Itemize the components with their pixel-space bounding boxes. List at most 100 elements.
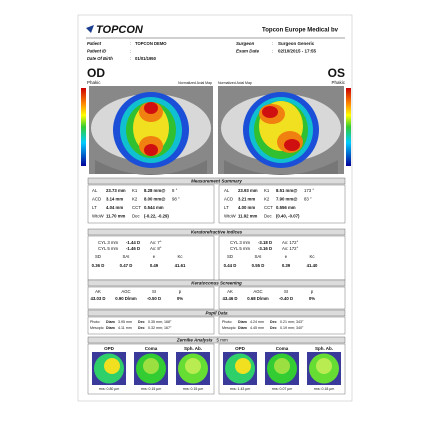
measure: 11.92 mm <box>238 214 258 219</box>
left-box <box>87 286 215 310</box>
index-value: 41.61 <box>175 263 186 268</box>
zernike-head: OPD <box>104 346 115 351</box>
section-header <box>87 336 346 344</box>
pupil: Mesopic: <box>222 326 236 330</box>
zernike-size: 5 mm <box>217 337 229 342</box>
section-title: Zernike Analysis <box>176 337 213 342</box>
measure: 23.73 mm <box>106 188 126 193</box>
measure: 173 ° <box>304 188 314 193</box>
index-value: 0.47 D <box>120 263 133 268</box>
measure: ACD <box>92 197 101 202</box>
zernike-map <box>235 358 251 374</box>
cyl: Ax: 172° <box>282 240 299 245</box>
index-head: Kc <box>309 254 315 259</box>
pupil: Dec <box>270 326 277 330</box>
index-head: e <box>153 254 156 259</box>
pupil: Photo: <box>90 320 100 324</box>
label: Patient ID <box>87 49 106 54</box>
screen-value: 0% <box>309 296 315 301</box>
cyl: -1.46 D <box>126 246 140 251</box>
measure: 8.28 mm@ <box>144 188 165 193</box>
screen-value: 43.03 D <box>90 296 105 301</box>
right-box <box>218 343 346 395</box>
section-title: Measurement Summary <box>191 178 242 183</box>
screen-head: AK <box>95 289 101 294</box>
zernike-head: Sph. Ab. <box>184 346 202 351</box>
label: : <box>272 41 273 46</box>
pupil: Diam <box>106 320 115 324</box>
measure: 11.70 mm <box>106 214 126 219</box>
pupil: Dec <box>138 326 145 330</box>
pupil: Photo: <box>222 320 232 324</box>
index-head: SD <box>227 254 233 259</box>
cyl: CYL 3 mm <box>230 240 251 245</box>
measure: Dec <box>132 214 140 219</box>
lens: Phakic <box>331 80 345 85</box>
measure: K2 <box>264 197 270 202</box>
index-value: 0.49 <box>150 263 159 268</box>
measure: AL <box>224 188 230 193</box>
pupil: 0.32 mm; 167° <box>148 326 172 330</box>
cyl: -1.44 D <box>126 240 140 245</box>
left-box <box>87 316 215 335</box>
measure: 4.00 mm <box>238 205 255 210</box>
cyl: CYL 5 mm <box>230 246 251 251</box>
right-box <box>218 316 346 335</box>
screen-value: -0.50 D <box>147 296 161 301</box>
zernike-map <box>104 358 120 374</box>
section-header <box>87 177 346 185</box>
label: Exam Date <box>236 49 260 54</box>
label: : <box>130 56 131 61</box>
screen-head: p <box>179 289 182 294</box>
zernike-map <box>274 358 290 374</box>
measure: ACD <box>224 197 233 202</box>
zernike-rms: rms: 0.18 µm <box>314 387 335 391</box>
index-head: SAI <box>255 254 262 259</box>
pupil: 4.45 mm <box>250 326 264 330</box>
pupil: 4.24 mm <box>250 320 264 324</box>
label: TOPCON DEMO <box>135 41 167 46</box>
screen-head: AK <box>227 289 233 294</box>
cyl: Ax: 7° <box>150 240 162 245</box>
screen-head: SI <box>152 289 156 294</box>
pupil: Diam <box>238 320 247 324</box>
index-value: 0.55 D <box>252 263 265 268</box>
index-head: Kc <box>177 254 183 259</box>
measure: 3.21 mm <box>238 197 255 202</box>
label: Surgeon Generic <box>278 41 315 46</box>
lens: Phakic <box>87 80 101 85</box>
measure: Dec <box>264 214 272 219</box>
eye: OD <box>87 66 105 80</box>
measure: AL <box>92 188 98 193</box>
cyl: Ax: 8° <box>150 246 162 251</box>
pupil: Dec <box>270 320 277 324</box>
map-title: Normalized Axial Map <box>178 81 212 85</box>
label: 01/01/1950 <box>135 56 157 61</box>
measure: K1 <box>264 188 270 193</box>
pupil: Diam <box>238 326 247 330</box>
index-value: 41.40 <box>307 263 318 268</box>
measure: WtoW <box>92 214 105 219</box>
zernike-rms: rms: 0.15 µm <box>183 387 204 391</box>
screen-value: 43.46 D <box>222 296 237 301</box>
zernike-head: Coma <box>276 346 289 351</box>
measure: 0.544 mm <box>144 205 164 210</box>
section-title: Pupil Data <box>205 310 228 315</box>
cyl: -3.16 D <box>258 246 272 251</box>
color-scale <box>346 88 351 166</box>
section-header <box>87 279 346 287</box>
section-header <box>87 309 346 317</box>
logo-mark <box>86 25 94 33</box>
pupil: Diam <box>106 326 115 330</box>
pupil: 4.11 mm <box>118 326 132 330</box>
measure: 98 ° <box>172 197 180 202</box>
measure: (0.40, -0.07) <box>276 214 300 219</box>
measure: CCT <box>264 205 273 210</box>
zernike-map <box>316 358 332 374</box>
label: : <box>130 49 131 54</box>
measure: WtoW <box>224 214 237 219</box>
zernike-rms: rms: 0.07 µm <box>272 387 293 391</box>
section-title: Keratoconus Screening <box>191 280 242 285</box>
measure: 7.90 mm@ <box>276 197 297 202</box>
